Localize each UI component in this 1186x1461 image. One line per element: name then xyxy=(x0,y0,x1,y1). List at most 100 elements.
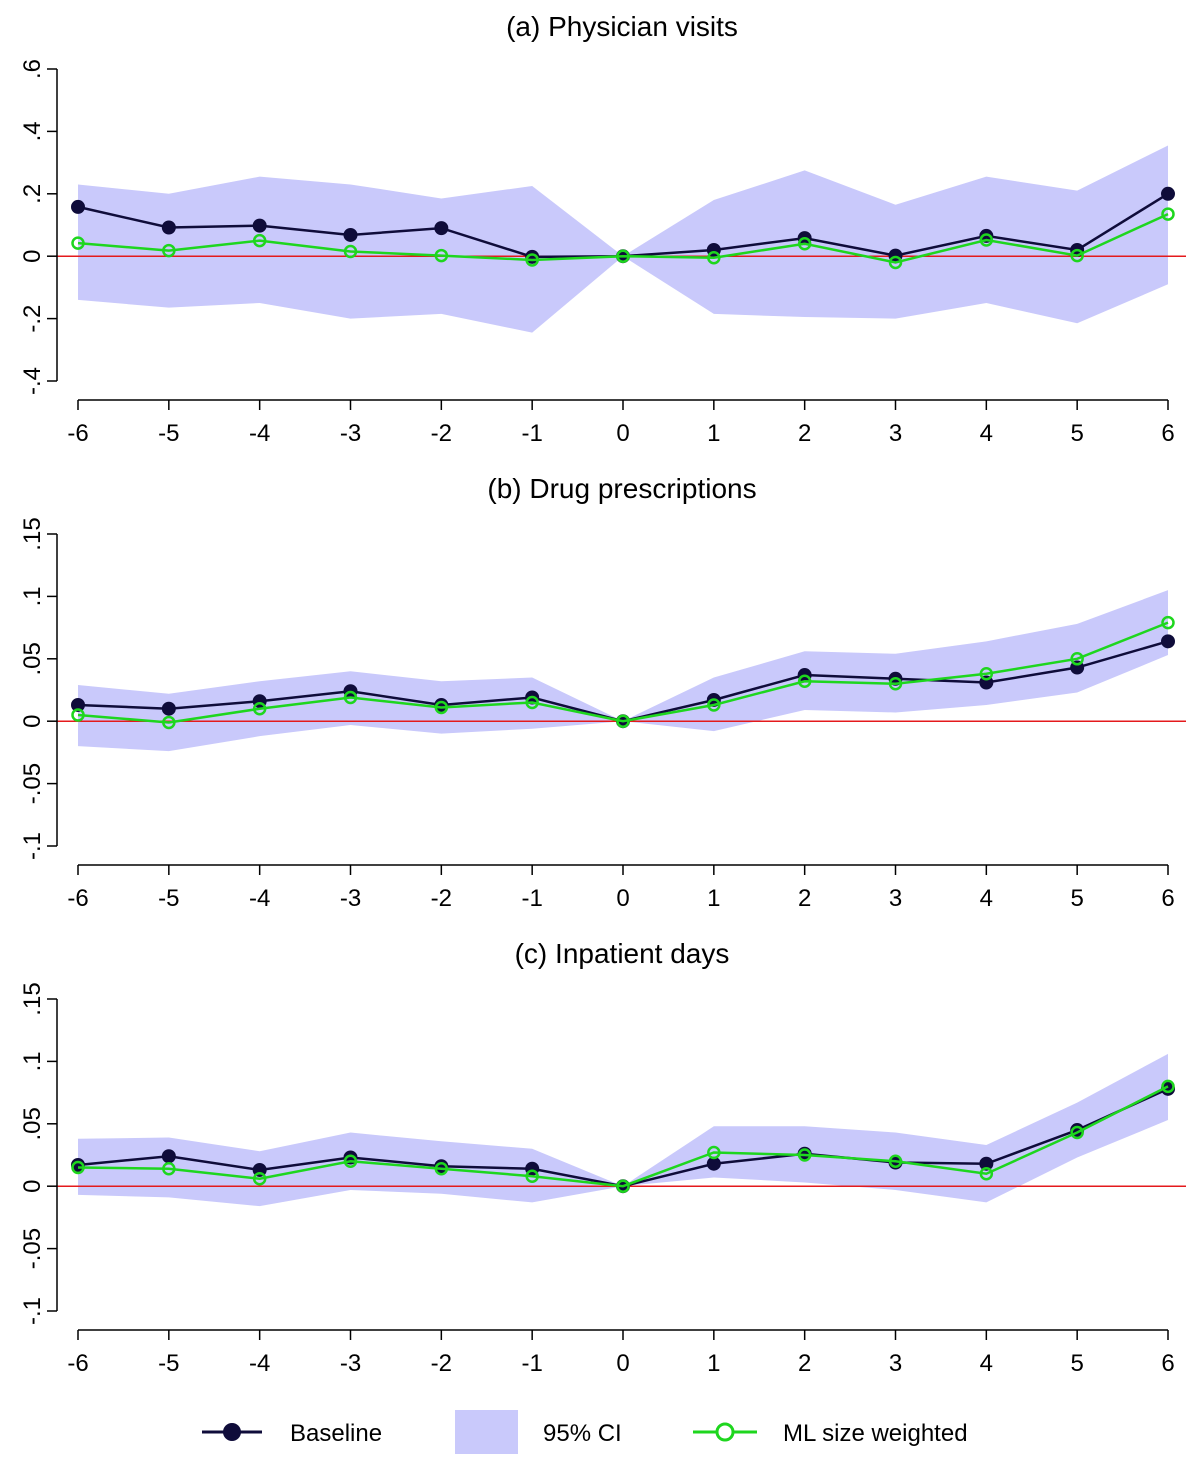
x-tick-label: 3 xyxy=(889,1350,902,1377)
baseline-point xyxy=(161,1149,176,1164)
x-tick-label: 5 xyxy=(1070,1350,1083,1377)
x-tick-label: 4 xyxy=(980,420,993,447)
ml-size-weighted-point xyxy=(434,1161,449,1176)
x-tick-label: 0 xyxy=(616,1350,629,1377)
ml-size-weighted-point xyxy=(71,236,85,250)
baseline-point xyxy=(71,697,85,712)
ml-size-weighted-point xyxy=(888,255,903,270)
ml-size-weighted-point xyxy=(797,674,812,689)
ml-size-weighted-line xyxy=(77,621,1169,724)
ml-size-weighted-point xyxy=(162,243,176,258)
panel-title: (c) Inpatient days xyxy=(515,938,730,969)
y-tick-label: .05 xyxy=(19,642,46,675)
ml-size-weighted-point xyxy=(1070,1125,1084,1140)
baseline-point xyxy=(161,701,176,716)
x-tick-label: 5 xyxy=(1070,885,1083,912)
x-tick-label: -2 xyxy=(431,885,452,912)
x-tick-label: 1 xyxy=(707,885,720,912)
y-tick-label: 0 xyxy=(19,1180,46,1193)
x-tick-label: -1 xyxy=(521,420,542,447)
legend-baseline-marker xyxy=(223,1423,241,1441)
ml-size-weighted-point xyxy=(1070,652,1084,666)
x-tick-label: -1 xyxy=(521,1350,542,1377)
x-tick-label: -3 xyxy=(340,1350,361,1377)
ml-size-weighted-point xyxy=(616,714,630,728)
ml-size-weighted-point xyxy=(525,253,539,267)
ml-size-weighted-point xyxy=(888,1154,903,1168)
x-tick-label: 6 xyxy=(1161,1350,1174,1377)
panel-1: (a) Physician visits -.4 -.2 0 .2 .4 .6 -6 -5 -4 -… xyxy=(19,11,1186,447)
y-tick-label: .1 xyxy=(19,1051,46,1071)
x-tick-label: -2 xyxy=(431,420,452,447)
baseline-point xyxy=(434,221,449,236)
ci-band xyxy=(78,145,1168,333)
x-tick-label: 1 xyxy=(707,420,720,447)
y-tick-label: 0 xyxy=(19,250,46,263)
x-tick-label: -3 xyxy=(340,420,361,447)
ml-size-weighted-line xyxy=(77,1085,1169,1188)
x-tick-label: 2 xyxy=(798,885,811,912)
ml-size-weighted-point xyxy=(162,715,176,730)
ml-size-weighted-point xyxy=(525,1169,539,1183)
x-tick-label: 3 xyxy=(889,885,902,912)
ml-size-weighted-point xyxy=(888,677,903,691)
legend-ci-swatch xyxy=(455,1410,518,1454)
y-tick-label: .05 xyxy=(19,1107,46,1140)
baseline-point xyxy=(1161,634,1175,649)
x-tick-label: -5 xyxy=(158,1350,179,1377)
x-tick-label: 4 xyxy=(980,885,993,912)
panel-3: (c) Inpatient days -.1 -.05 0 .05 .1 .15 -6 -5 -4… xyxy=(19,938,1186,1377)
ml-size-weighted-point xyxy=(162,1161,176,1176)
y-tick-label: .15 xyxy=(19,517,46,550)
ml-size-weighted-point xyxy=(707,251,721,265)
x-tick-label: -4 xyxy=(249,885,270,912)
y-tick-label: 0 xyxy=(19,715,46,728)
y-tick-label: -.05 xyxy=(19,763,46,804)
ml-size-weighted-point xyxy=(707,698,721,712)
y-tick-label: .2 xyxy=(19,184,46,204)
baseline-point xyxy=(979,228,994,243)
ml-size-weighted-point xyxy=(252,701,267,716)
ml-size-weighted-point xyxy=(434,700,449,715)
ml-size-weighted-point xyxy=(616,249,630,263)
y-tick-label: -.05 xyxy=(19,1228,46,1269)
ml-size-weighted-point xyxy=(616,1179,630,1193)
ml-size-weighted-point xyxy=(434,248,449,263)
baseline-point xyxy=(343,227,358,242)
x-tick-label: -6 xyxy=(67,420,88,447)
ml-size-weighted-point xyxy=(252,1171,267,1186)
y-tick-label: .4 xyxy=(19,121,46,141)
baseline-point xyxy=(979,1156,994,1171)
ml-size-weighted-line xyxy=(77,212,1169,264)
x-tick-label: 1 xyxy=(707,1350,720,1377)
x-tick-label: 6 xyxy=(1161,885,1174,912)
x-tick-label: 2 xyxy=(798,420,811,447)
ci-band xyxy=(78,590,1168,752)
x-tick-label: 4 xyxy=(980,1350,993,1377)
baseline-point xyxy=(1161,186,1175,201)
x-tick-label: 0 xyxy=(616,420,629,447)
legend-ml-marker xyxy=(715,1422,735,1442)
baseline-point xyxy=(252,218,267,233)
x-tick-label: 5 xyxy=(1070,420,1083,447)
legend: Baseline 95% CI ML size weighted xyxy=(202,1410,968,1454)
y-tick-label: -.1 xyxy=(19,1297,46,1325)
x-tick-label: -1 xyxy=(521,885,542,912)
x-tick-label: 0 xyxy=(616,885,629,912)
baseline-point xyxy=(71,199,85,214)
x-tick-label: -4 xyxy=(249,420,270,447)
ml-size-weighted-point xyxy=(707,1145,721,1160)
ml-size-weighted-point xyxy=(71,708,85,722)
ml-size-weighted-point xyxy=(979,233,994,247)
panel-title: (a) Physician visits xyxy=(506,11,738,42)
y-tick-label: -.4 xyxy=(19,367,46,395)
y-tick-label: -.1 xyxy=(19,832,46,860)
ml-size-weighted-point xyxy=(343,1154,358,1168)
y-tick-label: .15 xyxy=(19,982,46,1015)
ml-size-weighted-point xyxy=(1161,615,1175,630)
legend-ci-label: 95% CI xyxy=(543,1420,622,1447)
legend-baseline-label: Baseline xyxy=(290,1420,382,1447)
panel-2: (b) Drug prescriptions -.1 -.05 0 .05 .1 .15 -6… xyxy=(19,473,1186,912)
ml-size-weighted-point xyxy=(1161,1079,1175,1094)
